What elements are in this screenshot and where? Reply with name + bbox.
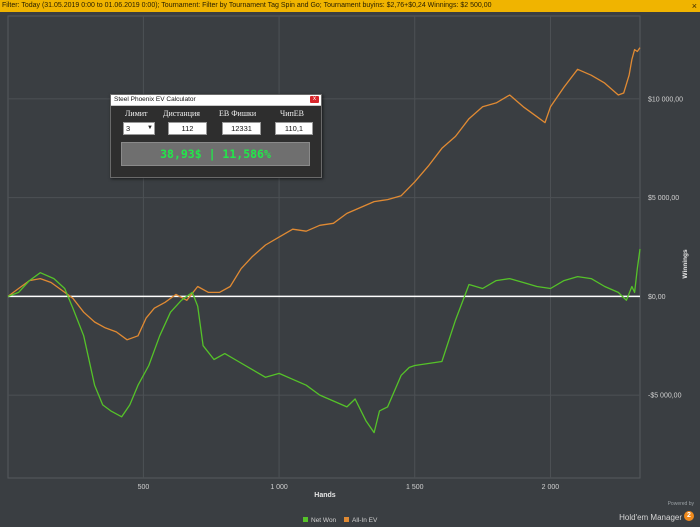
distance-label: Дистанция	[163, 109, 200, 118]
chart-series	[7, 47, 641, 434]
filter-text: Filter: Today (31.05.2019 0:00 to 01.06.…	[2, 2, 492, 9]
y-axis-label: Winnings	[682, 249, 689, 279]
x-tick-label: 1 500	[406, 484, 424, 491]
product-name: Hold'em Manager	[619, 513, 682, 522]
chip-ev-input[interactable]: 110,1	[275, 122, 313, 135]
chart-grid	[7, 15, 641, 479]
limit-select-value: 3	[126, 124, 131, 133]
legend-swatch	[303, 517, 308, 522]
ev-calculator-titlebar[interactable]: Steel Phoenix EV Calculator x	[111, 95, 321, 106]
ev-chips-label: ЕВ Фишки	[219, 109, 257, 118]
limit-select[interactable]: 3 ▼	[123, 122, 155, 135]
y-tick-label: $5 000,00	[648, 195, 679, 202]
y-tick-label: $10 000,00	[648, 96, 683, 103]
chart-ticks: 500 1 000 1 500 2 000 $10 000,00 $5 000,00 $0,…	[138, 96, 684, 491]
powered-by-text: Powered by	[667, 501, 694, 507]
legend-label: All-In EV	[352, 517, 378, 524]
ev-chips-input[interactable]: 12331	[222, 122, 261, 135]
hem2-logo-icon: 2	[684, 510, 694, 521]
ev-calculator-body: Лимит Дистанция ЕВ Фишки ЧипЕВ 3 ▼ 112 1…	[111, 106, 321, 177]
ev-result-display: 38,93$ | 11,586%	[121, 142, 310, 166]
chart-legend: Net Won All-In EV	[303, 517, 378, 524]
close-icon[interactable]: x	[310, 96, 319, 103]
close-filter-icon[interactable]: ×	[691, 1, 697, 11]
x-axis-label: Hands	[314, 492, 336, 499]
y-tick-label: -$5 000,00	[648, 393, 682, 400]
x-tick-label: 500	[138, 484, 150, 491]
ev-calculator-window: Steel Phoenix EV Calculator x Лимит Дист…	[110, 94, 322, 178]
chip-ev-label: ЧипЕВ	[280, 109, 304, 118]
ev-calculator-title: Steel Phoenix EV Calculator	[114, 96, 196, 103]
watermark: Powered by Hold'em Manager 2	[619, 501, 694, 525]
legend-swatch	[344, 517, 349, 522]
plot-area	[7, 15, 641, 479]
x-tick-label: 1 000	[270, 484, 288, 491]
winnings-chart: 500 1 000 1 500 2 000 $10 000,00 $5 000,00 $0,…	[7, 15, 689, 524]
x-tick-label: 2 000	[542, 484, 560, 491]
distance-input[interactable]: 112	[168, 122, 207, 135]
y-tick-label: $0,00	[648, 294, 666, 301]
legend-label: Net Won	[311, 517, 337, 524]
limit-label: Лимит	[125, 109, 148, 118]
series-line-all-in-ev	[7, 47, 641, 341]
series-line-net-won	[7, 248, 641, 434]
filter-bar: Filter: Today (31.05.2019 0:00 to 01.06.…	[0, 0, 700, 12]
chevron-down-icon: ▼	[147, 125, 153, 131]
